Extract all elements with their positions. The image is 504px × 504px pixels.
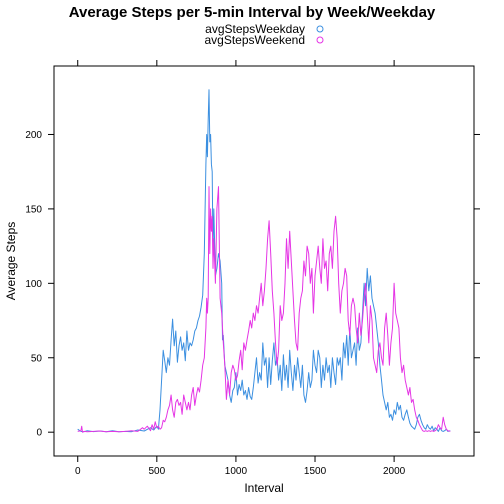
series-line-avgStepsWeekend bbox=[77, 186, 451, 433]
x-tick-label: 2000 bbox=[383, 466, 406, 477]
y-axis-label: Average Steps bbox=[4, 222, 18, 301]
legend-label-avgStepsWeekday: avgStepsWeekday bbox=[205, 22, 305, 36]
chart-title: Average Steps per 5-min Interval by Week… bbox=[69, 4, 436, 21]
legend-marker-avgStepsWeekend bbox=[316, 36, 324, 44]
series-lines bbox=[77, 89, 451, 433]
x-axis-label: Interval bbox=[244, 481, 283, 495]
x-tick-label: 0 bbox=[75, 466, 81, 477]
legend-marker-avgStepsWeekday bbox=[316, 25, 324, 33]
y-axis: 0 50 100 150 200 bbox=[25, 130, 480, 439]
plot-frame bbox=[53, 65, 475, 457]
y-tick-label: 50 bbox=[31, 353, 43, 364]
series-line-avgStepsWeekday bbox=[77, 89, 451, 433]
y-tick-label: 0 bbox=[36, 428, 42, 439]
x-tick-label: 1000 bbox=[225, 466, 248, 477]
y-tick-label: 200 bbox=[25, 130, 42, 141]
x-axis: 0 500 1000 1500 2000 bbox=[75, 60, 406, 477]
y-tick-label: 150 bbox=[25, 204, 42, 215]
x-tick-label: 1500 bbox=[304, 466, 327, 477]
x-tick-label: 500 bbox=[148, 466, 165, 477]
legend-label-avgStepsWeekend: avgStepsWeekend bbox=[204, 33, 305, 47]
y-tick-label: 100 bbox=[25, 279, 42, 290]
